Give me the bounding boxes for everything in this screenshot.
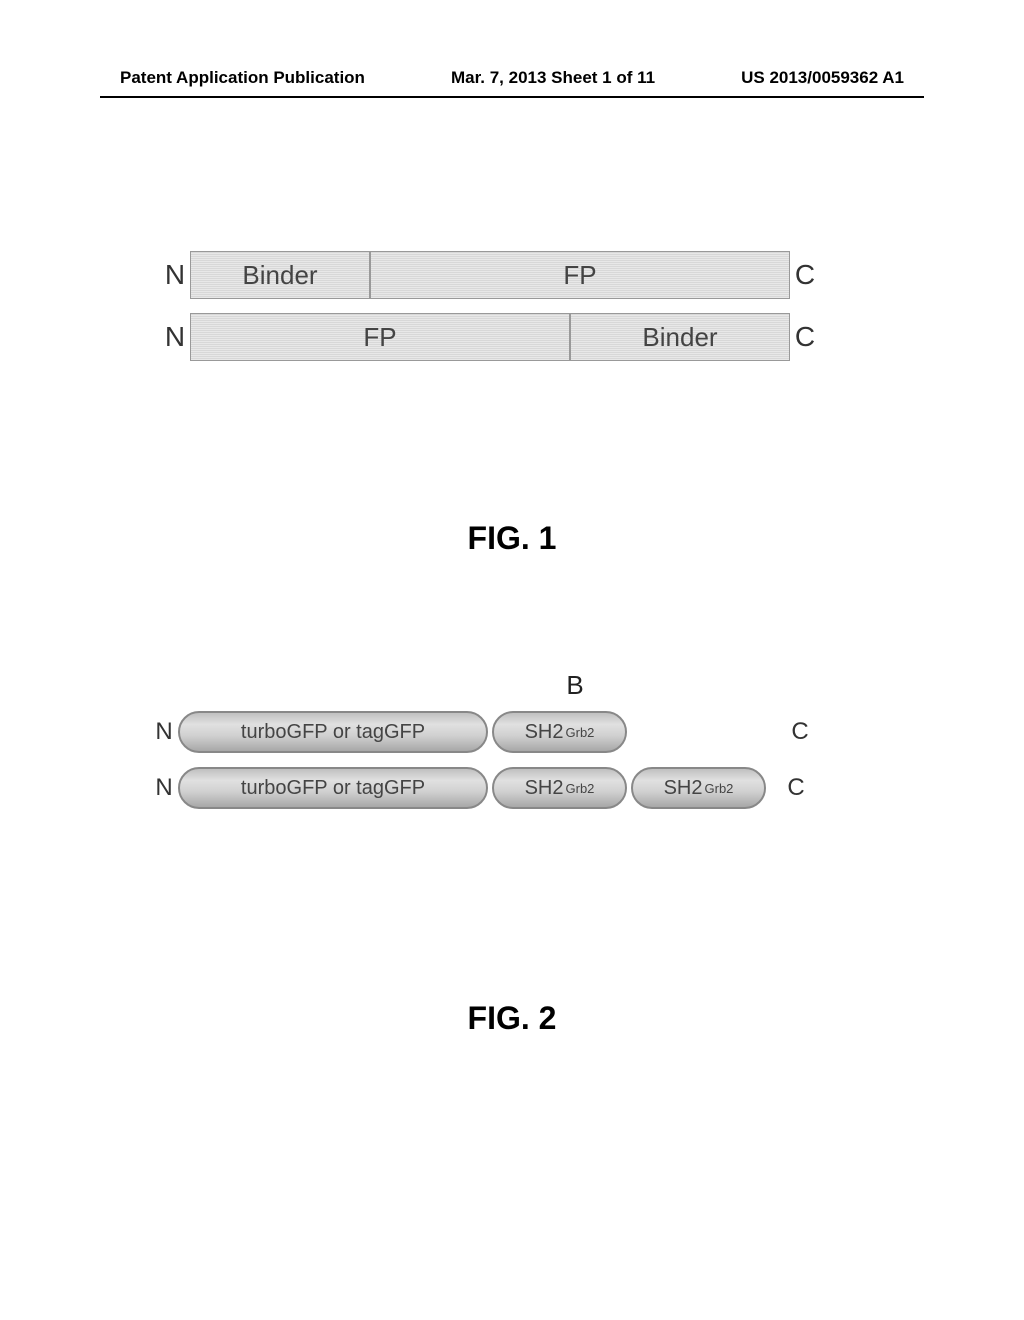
fig2-construct-row-2: N turboGFP or tagGFP SH2Grb2 SH2Grb2 C [150, 765, 890, 811]
panel-b-label: B [260, 670, 890, 701]
c-terminus-label: C [790, 259, 820, 291]
fig1-construct-row-2: N FP Binder C [160, 312, 880, 362]
n-terminus-label: N [150, 774, 178, 802]
gfp-capsule: turboGFP or tagGFP [178, 767, 488, 809]
header-patent-number: US 2013/0059362 A1 [741, 68, 904, 88]
figure-1: N Binder FP C N FP Binder C [160, 250, 880, 374]
figure-2-label: FIG. 2 [0, 1000, 1024, 1037]
sh2-capsule: SH2Grb2 [492, 767, 627, 809]
fp-block: FP [190, 313, 570, 361]
c-terminus-label: C [786, 718, 814, 746]
n-terminus-label: N [160, 321, 190, 353]
sh2-subscript: Grb2 [705, 781, 734, 796]
gfp-capsule: turboGFP or tagGFP [178, 711, 488, 753]
header-divider [100, 96, 924, 98]
figure-2: B N turboGFP or tagGFP SH2Grb2 C N turbo… [150, 670, 890, 821]
c-terminus-label: C [782, 774, 810, 802]
n-terminus-label: N [160, 259, 190, 291]
sh2-subscript: Grb2 [566, 781, 595, 796]
sh2-subscript: Grb2 [566, 725, 595, 740]
fig1-construct-row-1: N Binder FP C [160, 250, 880, 300]
binder-block: Binder [570, 313, 790, 361]
c-terminus-label: C [790, 321, 820, 353]
fp-block: FP [370, 251, 790, 299]
binder-block: Binder [190, 251, 370, 299]
header-publication-type: Patent Application Publication [120, 68, 365, 88]
figure-1-label: FIG. 1 [0, 520, 1024, 557]
n-terminus-label: N [150, 718, 178, 746]
sh2-label: SH2 [664, 777, 703, 800]
sh2-label: SH2 [525, 777, 564, 800]
header-date-sheet: Mar. 7, 2013 Sheet 1 of 11 [451, 68, 655, 88]
sh2-capsule: SH2Grb2 [631, 767, 766, 809]
sh2-capsule: SH2Grb2 [492, 711, 627, 753]
sh2-label: SH2 [525, 721, 564, 744]
fig2-construct-row-1: N turboGFP or tagGFP SH2Grb2 C [150, 709, 890, 755]
page-header: Patent Application Publication Mar. 7, 2… [0, 68, 1024, 88]
